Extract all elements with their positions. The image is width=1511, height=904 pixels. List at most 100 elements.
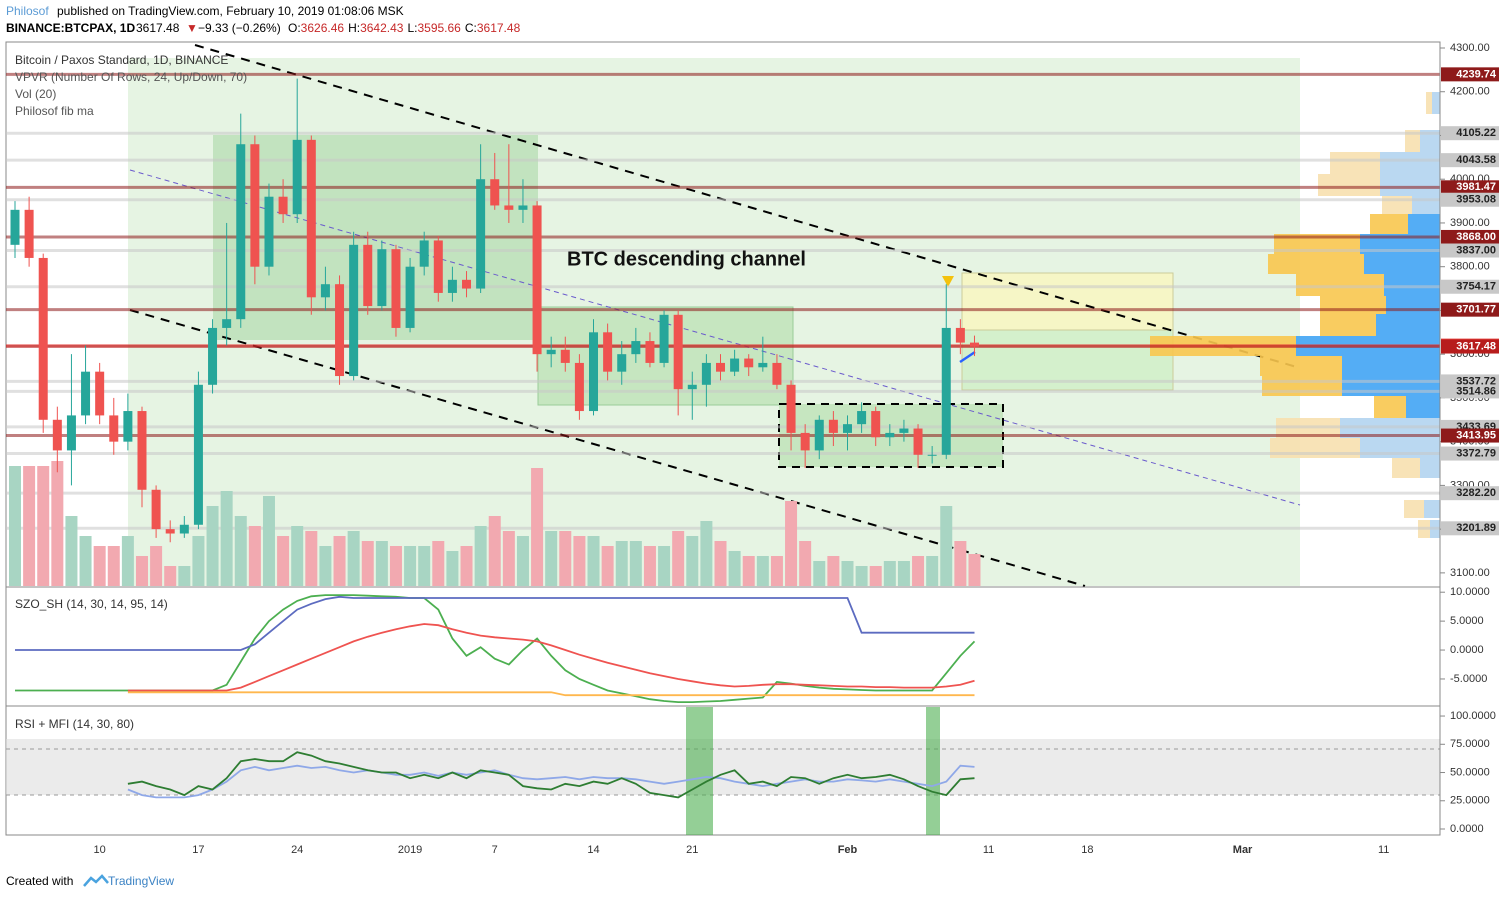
candle-body [490, 179, 500, 206]
legend-item: Philosof fib ma [15, 104, 94, 118]
volume-bar [770, 556, 783, 586]
volume-bar [545, 531, 558, 586]
volume-bar [319, 546, 332, 586]
marker [942, 276, 954, 287]
mid-line [129, 169, 1301, 506]
price-label-bg [1441, 428, 1499, 443]
y-tick-label: 3900.00 [1450, 217, 1490, 229]
price-label-bg [1441, 180, 1499, 195]
y-tick-label: 3800.00 [1450, 261, 1490, 273]
candle-body [123, 411, 133, 442]
volume-bar [700, 521, 713, 586]
candle-body [165, 529, 175, 534]
x-tick-label: 11 [1378, 844, 1389, 856]
volume-bar [573, 536, 586, 586]
y-tick-label: 25.0000 [1450, 795, 1490, 807]
volume-bar [756, 556, 769, 586]
candle-body [913, 428, 923, 455]
candle-body [236, 144, 246, 320]
volume-bar [742, 556, 755, 586]
quote-value: 3617.48 [477, 21, 521, 35]
candle-body [250, 144, 260, 267]
signal-band [926, 707, 940, 835]
volume-bar [291, 526, 304, 586]
volume-bar [799, 541, 812, 586]
candle-body [349, 244, 359, 377]
candle-body [292, 139, 302, 215]
quote: O:3626.46 H:3642.43 L:3595.66 C:3617.48 [288, 21, 521, 35]
price-label-bg [1441, 243, 1499, 258]
candle-body [687, 384, 697, 390]
indicator-line [127, 691, 975, 697]
signal-band [686, 707, 713, 835]
volume-bar [432, 541, 445, 586]
footer-brand[interactable]: TradingView [108, 874, 174, 888]
x-tick-label: 10 [94, 844, 106, 856]
volume-bar [629, 541, 642, 586]
candle-body [193, 384, 203, 525]
candle-body [95, 371, 105, 416]
candle-body [462, 279, 472, 289]
price-label-bg [1441, 446, 1499, 461]
candle-body [52, 419, 62, 451]
candle-body [857, 411, 867, 425]
y-tick-label: -5.0000 [1450, 673, 1487, 685]
candle-body [222, 319, 232, 328]
candle-body [518, 205, 528, 210]
price-label-bg [1441, 67, 1499, 82]
price-label: 3837.00 [1456, 244, 1496, 256]
candle-body [433, 240, 443, 293]
quote-value: 3642.43 [360, 21, 404, 35]
y-tick-label: 0.0000 [1450, 644, 1484, 656]
legend-title: Bitcoin / Paxos Standard, 1D, BINANCE [15, 53, 228, 67]
volume-bar [460, 546, 473, 586]
candle-body [828, 419, 838, 433]
pane-title: RSI + MFI (14, 30, 80) [15, 717, 134, 731]
annotation: BTC descending channel [567, 248, 806, 270]
volume-bar [912, 556, 925, 586]
price-label-bg [1441, 192, 1499, 207]
candle-body [744, 358, 754, 368]
target-box [961, 272, 1174, 331]
volume-bar [361, 541, 374, 586]
volume-bar [897, 561, 910, 586]
volume-bar [135, 556, 148, 586]
volume-bar [474, 526, 487, 586]
volume-bar [813, 561, 826, 586]
volume-bar [672, 531, 685, 586]
candle-body [885, 432, 895, 438]
y-tick-label: 0.0000 [1450, 823, 1484, 835]
price-label: 3537.72 [1456, 375, 1496, 387]
volume-bar [940, 506, 953, 586]
volume-bar [262, 496, 275, 586]
price-label: 4239.74 [1456, 68, 1497, 80]
candle-body [673, 314, 683, 390]
candle-body [871, 411, 881, 438]
last-price: 3617.48 [136, 21, 180, 35]
symbol: BINANCE:BTCPAX, 1D [6, 21, 135, 35]
candle-body [814, 419, 824, 451]
volume-bar [347, 531, 360, 586]
volume-bar [968, 554, 981, 586]
change-arrow: ▼ [186, 21, 198, 35]
volume-bar [658, 546, 671, 586]
candle-body [899, 428, 909, 433]
volume-bar [615, 541, 628, 586]
volume-bar [855, 566, 868, 586]
logo [83, 874, 109, 887]
quote-key: H: [348, 21, 360, 35]
indicator-lines [15, 594, 976, 799]
candle-body [391, 249, 401, 328]
volume-bar [785, 501, 798, 586]
candle-body [179, 524, 189, 534]
volume-bar [827, 556, 840, 586]
price-label: 3701.77 [1456, 304, 1496, 316]
price-label: 3617.48 [1456, 340, 1496, 352]
volume-bar [488, 516, 501, 586]
candle-body [927, 454, 937, 456]
volume-bar [516, 536, 529, 586]
volume-bar [601, 546, 614, 586]
y-tick-label: 4200.00 [1450, 86, 1490, 98]
candle-body [10, 209, 20, 245]
